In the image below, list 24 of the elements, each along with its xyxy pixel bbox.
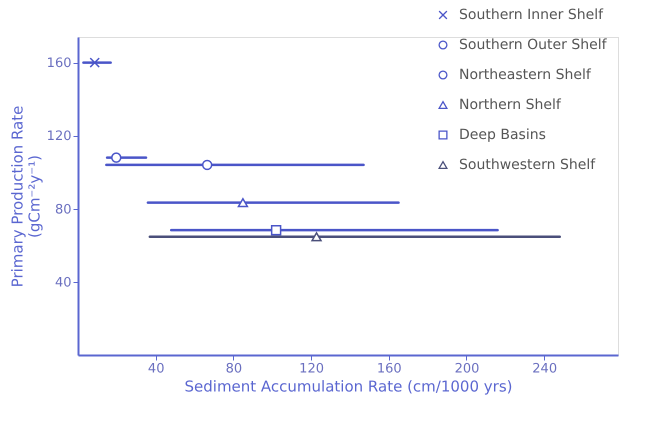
legend-label: Southern Inner Shelf: [459, 7, 604, 23]
y-tick-label: 160: [46, 56, 72, 72]
legend-label: Southern Outer Shelf: [459, 37, 608, 53]
x-tick-label: 240: [532, 362, 558, 376]
point: [238, 198, 248, 208]
x-tick-label: 80: [226, 362, 242, 376]
legend-label: Deep Basins: [459, 127, 546, 143]
y-tick-label: 40: [54, 275, 72, 290]
point: [202, 160, 212, 170]
x-tick-label: 160: [376, 362, 402, 376]
point: [270, 224, 282, 236]
legend-label: Southwestern Shelf: [459, 157, 596, 173]
point: [111, 152, 122, 163]
point: [89, 57, 100, 68]
point: [311, 232, 322, 242]
y-tick-label: 120: [46, 129, 72, 144]
legend-label: Northern Shelf: [459, 97, 562, 113]
x-tick-label: 200: [454, 362, 480, 376]
y-axis-title: Primary Production Rate (gCm⁻²y⁻¹): [8, 106, 44, 288]
legend-label: Northeastern Shelf: [459, 67, 592, 83]
y-tick-label: 80: [54, 202, 72, 218]
x-axis-title: Sediment Accumulation Rate (cm/1000 yrs): [184, 378, 512, 396]
x-tick-label: 120: [299, 362, 324, 376]
x-tick-label: 40: [148, 362, 164, 376]
